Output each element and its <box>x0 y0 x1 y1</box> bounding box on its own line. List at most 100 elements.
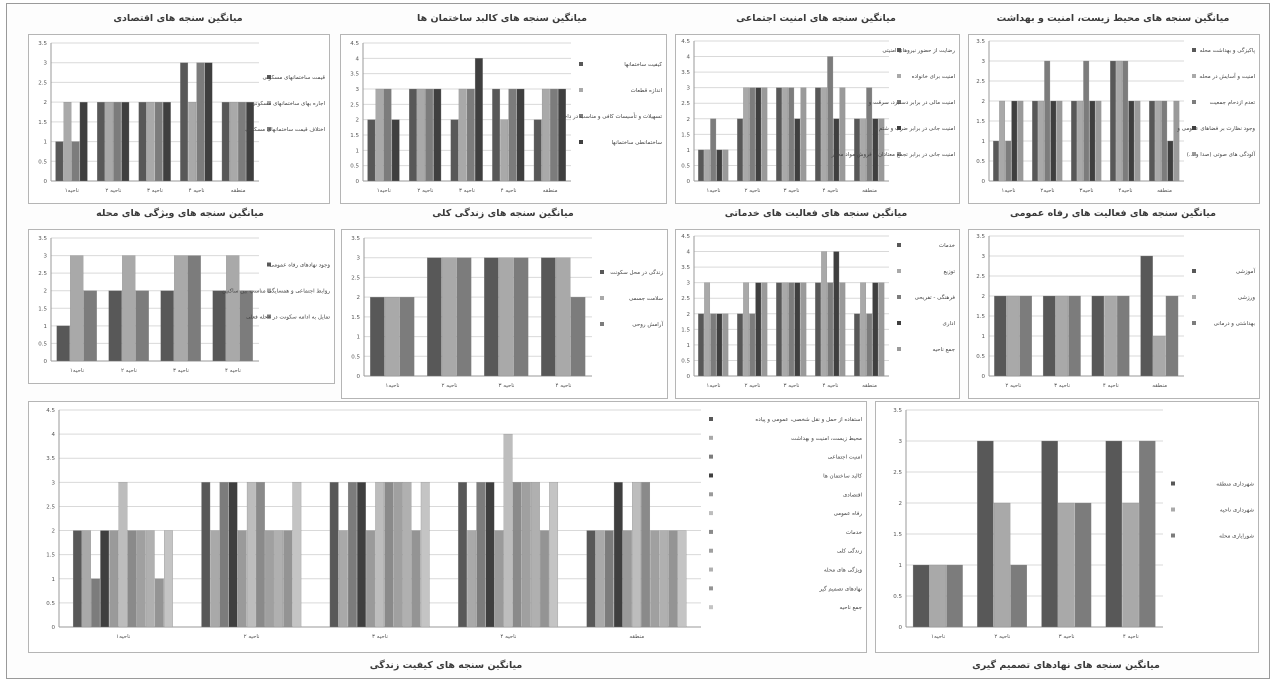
legend-swatch <box>897 295 901 299</box>
legend-swatch <box>709 548 713 553</box>
legend-swatch <box>1171 533 1175 538</box>
bar <box>698 313 704 377</box>
bar <box>755 87 762 182</box>
chart-panel: 0 0.5 1 1.5 2 2.5 3 3.5 ناحیه۱ ناحیه۲ ناحیه۳ ناحیه۴… <box>968 34 1260 204</box>
legend-label: آلودگی های صوتی (صدا و ...) <box>1187 151 1256 158</box>
legend-label: رضایت از حضور نیروهای امنیتی <box>882 48 955 54</box>
bar <box>993 140 999 182</box>
legend-swatch <box>1171 507 1175 512</box>
bar <box>399 296 415 377</box>
bar <box>456 257 472 377</box>
y-tick-label: 2 <box>982 99 986 105</box>
bar <box>622 530 632 628</box>
bar <box>1153 335 1166 377</box>
bar <box>737 118 743 182</box>
bar <box>794 282 801 377</box>
bar <box>366 530 375 628</box>
y-tick-label: 0 <box>52 625 56 631</box>
bar <box>136 530 146 628</box>
y-tick-label: 1.5 <box>350 133 359 139</box>
x-tick-label: ناحیه۱ <box>385 383 400 389</box>
legend-label: وجود نهادهای رفاه عمومی <box>270 263 331 269</box>
legend-swatch <box>1192 269 1196 273</box>
y-tick-label: 2.5 <box>681 101 690 107</box>
bar <box>533 119 542 182</box>
bar <box>839 87 846 182</box>
legend-swatch <box>267 127 271 131</box>
y-tick-label: 3 <box>899 439 903 445</box>
bar <box>716 149 723 182</box>
bar <box>204 62 213 182</box>
y-tick-label: 3 <box>982 254 986 260</box>
bar <box>586 530 596 628</box>
bar <box>70 255 84 362</box>
bar <box>391 119 400 182</box>
x-tick-label: ناحیه۳ <box>1079 188 1094 194</box>
bar <box>710 118 717 182</box>
legend-swatch <box>709 586 713 591</box>
bar <box>402 482 412 628</box>
y-tick-label: 3 <box>982 59 986 65</box>
y-tick-label: 4.5 <box>681 39 690 45</box>
y-tick-label: 3 <box>44 61 48 67</box>
x-tick-label: ناحیه۱ <box>377 188 392 194</box>
bar <box>174 255 188 362</box>
y-tick-label: 0 <box>357 374 361 380</box>
bar <box>1139 440 1156 628</box>
legend-swatch <box>1192 100 1196 104</box>
y-tick-label: 1 <box>687 343 691 349</box>
y-tick-label: 0.5 <box>351 354 360 360</box>
bar <box>550 88 558 182</box>
legend-label: کیفیت ساختمانها <box>624 61 662 68</box>
legend-swatch <box>600 270 604 274</box>
bar <box>1083 60 1090 182</box>
bar <box>500 119 509 182</box>
bar <box>1005 140 1012 182</box>
bar <box>929 564 947 628</box>
y-tick-label: 2.5 <box>351 275 360 281</box>
y-tick-label: 1 <box>44 140 48 146</box>
y-tick-label: 2 <box>44 100 48 106</box>
bar <box>860 282 867 377</box>
bar <box>274 530 284 628</box>
legend-label: شهرداری ناحیه <box>1220 508 1254 514</box>
bar <box>55 141 64 182</box>
legend-swatch <box>267 75 271 79</box>
bar <box>375 88 384 182</box>
x-tick-label: منطقه <box>1152 383 1167 389</box>
legend-label: بهداشتی و درمانی <box>1214 321 1256 327</box>
legend-swatch <box>1192 295 1196 299</box>
legend-label: فرهنگی - تفریحی <box>915 294 956 301</box>
x-tick-label: ناحیه ۲ <box>1005 383 1021 389</box>
chart-title: میانگین سنجه های فعالیت های خدماتی <box>724 208 908 219</box>
y-tick-label: 4 <box>687 55 691 61</box>
y-tick-label: 0 <box>982 374 986 380</box>
y-tick-label: 3.5 <box>976 39 985 45</box>
bar <box>237 530 247 628</box>
legend-label: اقتصادی <box>843 492 862 498</box>
bar <box>800 282 807 377</box>
y-tick-label: 1.5 <box>976 314 985 320</box>
x-tick-label: ناحیه ۲ <box>745 188 761 194</box>
bar <box>595 530 605 628</box>
bar <box>228 482 238 628</box>
bar <box>1165 295 1179 377</box>
legend-label: شورایاری محله <box>1219 534 1254 540</box>
bar <box>1056 100 1063 182</box>
bar <box>872 118 879 182</box>
bar <box>162 101 171 182</box>
chart-svg: 0 0.5 1 1.5 2 2.5 3 3.5 4 4.5 ناحیه۱ ناحیه ۲ ناحیه ۳… <box>681 39 955 194</box>
y-tick-label: 2 <box>899 501 903 507</box>
legend-swatch <box>709 435 713 440</box>
legend-label: تمایل به ادامه سکونت در محله فعلی <box>246 314 330 321</box>
bar <box>555 257 571 377</box>
bar <box>722 313 729 377</box>
legend-label: کالبد ساختمان ها <box>823 472 862 479</box>
bar <box>1041 440 1058 628</box>
chart-panel: 0 0.5 1 1.5 2 2.5 3 3.5 4 4.5 ناحیه۱ ناحیه ۲ ناحیه ۳… <box>675 229 960 399</box>
bar <box>127 530 137 628</box>
bar <box>704 282 711 377</box>
x-tick-label: ناحیه ۳ <box>784 383 800 389</box>
y-tick-label: 0.5 <box>681 163 690 169</box>
legend-label: ویژگی های محله <box>824 567 862 574</box>
